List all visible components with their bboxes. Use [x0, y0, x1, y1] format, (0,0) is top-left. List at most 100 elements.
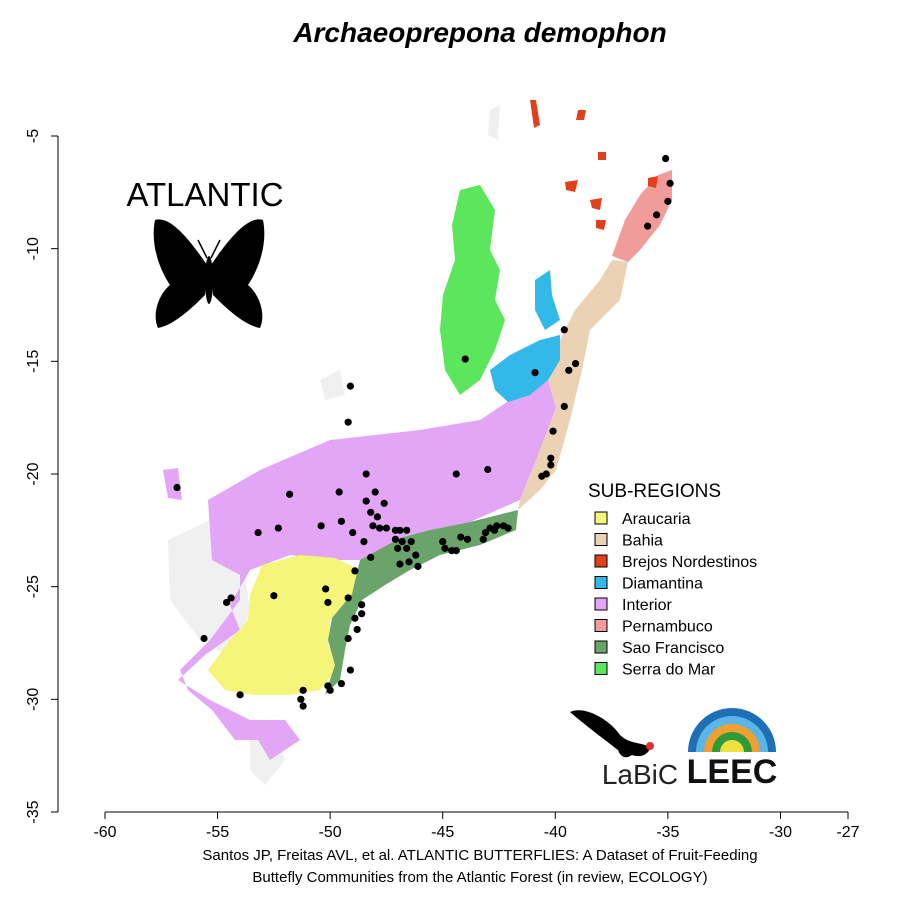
- butterfly-icon: [153, 219, 265, 328]
- region-bahia: [518, 260, 628, 510]
- occurrence-point: [396, 560, 404, 568]
- map-title: Archaeoprepona demophon: [292, 17, 666, 48]
- leec-logo: LEEC: [687, 708, 777, 791]
- occurrence-point: [504, 524, 512, 532]
- occurrence-point: [493, 522, 501, 530]
- occurrence-point: [367, 508, 375, 516]
- x-tick-label: -50: [319, 824, 342, 841]
- occurrence-point: [358, 610, 366, 618]
- occurrence-point: [344, 418, 352, 426]
- occurrence-point: [236, 691, 244, 699]
- x-tick-label: -27: [836, 824, 859, 841]
- occurrence-point: [286, 490, 294, 498]
- y-tick-label: -30: [25, 688, 42, 711]
- y-tick-label: -25: [25, 575, 42, 598]
- occurrence-point: [479, 535, 487, 543]
- occurrence-point: [297, 695, 305, 703]
- x-tick-label: -30: [769, 824, 792, 841]
- occurrence-point: [346, 666, 355, 674]
- legend-swatch: [594, 640, 608, 654]
- occurrence-point: [461, 355, 469, 363]
- occurrence-point: [538, 472, 546, 480]
- occurrence-point: [349, 528, 357, 537]
- occurrence-point: [371, 488, 379, 496]
- occurrence-point: [407, 538, 415, 546]
- occurrence-point: [317, 522, 325, 530]
- occurrence-point: [391, 535, 400, 543]
- x-tick-label: -55: [206, 824, 229, 841]
- occurrence-point: [463, 535, 472, 543]
- occurrence-point: [560, 402, 568, 410]
- occurrence-point: [403, 544, 411, 552]
- occurrence-point: [382, 524, 391, 532]
- legend-swatch: [594, 533, 608, 546]
- occurrence-point: [452, 470, 460, 478]
- legend: SUB-REGIONS Araucaria Bahia Brejos Nordest…: [588, 481, 757, 679]
- occurrence-point: [362, 470, 370, 478]
- occurrence-point: [644, 222, 652, 230]
- occurrence-point: [403, 526, 411, 534]
- region-brejos: [596, 220, 606, 230]
- occurrence-point: [373, 513, 382, 521]
- labic-text: LaBiC: [602, 759, 678, 790]
- x-axis: -60 -55 -50 -45 -40 -35 -30 -27: [93, 811, 860, 841]
- occurrence-point: [344, 634, 352, 643]
- occurrence-point: [337, 517, 346, 525]
- occurrence-point: [398, 538, 406, 546]
- y-tick-label: -15: [25, 350, 42, 373]
- occurrence-point: [299, 686, 307, 694]
- occurrence-point: [227, 594, 235, 602]
- non-forest-area: [320, 370, 345, 400]
- occurrence-point: [486, 524, 494, 532]
- x-tick-label: -45: [431, 824, 454, 841]
- region-brejos: [565, 180, 578, 192]
- occurrence-point: [337, 679, 346, 688]
- y-tick-label: -20: [25, 462, 42, 485]
- occurrence-point: [531, 369, 539, 377]
- occurrence-point: [547, 461, 555, 469]
- occurrence-point: [367, 553, 375, 561]
- region-brejos: [648, 176, 658, 188]
- occurrence-point: [173, 483, 181, 492]
- legend-label: Serra do Mar: [622, 662, 716, 679]
- occurrence-point: [322, 585, 330, 593]
- occurrence-point: [362, 497, 370, 505]
- occurrence-points: [173, 154, 674, 710]
- region-brejos: [576, 110, 586, 120]
- occurrence-point: [380, 499, 388, 507]
- occurrence-point: [358, 601, 366, 609]
- atlantic-label: ATLANTIC: [126, 176, 283, 213]
- labic-logo: LaBiC: [570, 710, 678, 790]
- legend-swatch: [594, 662, 608, 675]
- region-interior-west: [163, 468, 182, 500]
- legend-label: Bahia: [622, 533, 663, 550]
- x-tick-label: -40: [544, 824, 567, 841]
- occurrence-point: [346, 382, 355, 390]
- y-tick-label: -5: [25, 129, 42, 143]
- occurrence-point: [274, 524, 282, 532]
- occurrence-point: [571, 359, 580, 368]
- occurrence-point: [439, 538, 447, 546]
- region-brejos: [598, 152, 606, 160]
- occurrence-point: [405, 558, 413, 566]
- legend-label: Sao Francisco: [622, 640, 724, 657]
- y-axis: -5 -10 -15 -20 -25 -30 -35: [25, 129, 59, 824]
- occurrence-point: [324, 598, 332, 607]
- occurrence-point: [653, 211, 661, 219]
- occurrence-point: [394, 544, 402, 552]
- occurrence-point: [666, 179, 674, 187]
- occurrence-point: [441, 544, 449, 552]
- legend-swatch: [594, 597, 608, 611]
- y-tick-label: -35: [25, 800, 42, 823]
- legend-label: Diamantina: [622, 576, 703, 593]
- occurrence-point: [351, 567, 359, 575]
- region-brejos: [590, 198, 602, 210]
- x-tick-label: -35: [656, 824, 679, 841]
- occurrence-point: [200, 634, 208, 643]
- occurrence-point: [222, 598, 231, 607]
- occurrence-point: [565, 366, 573, 374]
- occurrence-point: [457, 533, 465, 541]
- legend-label: Interior: [622, 597, 672, 614]
- occurrence-point: [326, 686, 334, 694]
